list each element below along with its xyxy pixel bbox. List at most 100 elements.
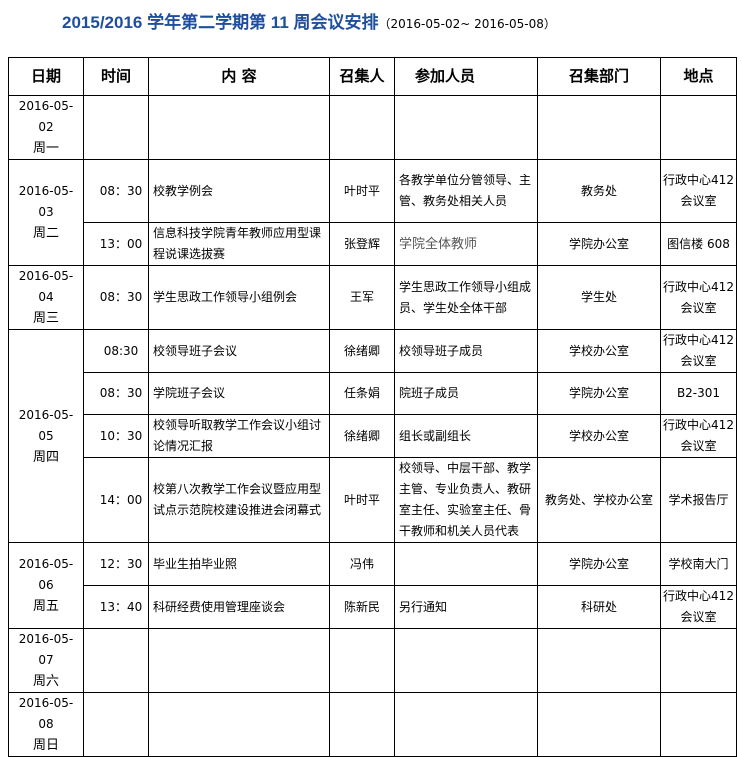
convener-cell	[329, 628, 395, 693]
header-location: 地点	[660, 57, 737, 96]
convener-cell: 冯伟	[329, 542, 395, 586]
content-cell	[148, 692, 330, 757]
weekday-text: 周六	[32, 674, 59, 689]
time-cell: 08:30	[83, 329, 149, 373]
content-cell: 信息科技学院青年教师应用型课程说课选拔赛	[148, 222, 330, 266]
content-cell: 毕业生拍毕业照	[148, 542, 330, 586]
content-cell: 校教学例会	[148, 159, 330, 223]
date-text: 2016-05-04	[18, 269, 74, 304]
location-cell	[660, 628, 737, 693]
title-date-range: （2016-05-02~ 2016-05-08）	[378, 17, 556, 31]
table-row: 14：00 校第八次教学工作会议暨应用型试点示范院校建设推进会闭幕式 叶时平 校领导、…	[9, 457, 737, 543]
time-cell: 13：00	[83, 222, 149, 266]
table-row: 08：30 学院班子会议 任条娟 院班子成员 学院办公室 B2-301	[9, 372, 737, 415]
department-cell: 学校办公室	[537, 329, 661, 373]
department-cell: 学院办公室	[537, 222, 661, 266]
location-cell: 行政中心412 会议室	[660, 329, 737, 373]
time-cell	[83, 95, 149, 160]
date-text: 2016-05-02	[18, 99, 74, 134]
location-cell: 行政中心412 会议室	[660, 265, 737, 330]
location-cell	[660, 692, 737, 757]
attendees-cell	[394, 95, 538, 160]
content-cell: 学生思政工作领导小组例会	[148, 265, 330, 330]
department-cell: 教务处	[537, 159, 661, 223]
table-row: 13：40 科研经费使用管理座谈会 陈新民 另行通知 科研处 行政中心412 会议室	[9, 585, 737, 629]
time-cell: 08：30	[83, 265, 149, 330]
date-cell: 2016-05-02 周一	[8, 95, 84, 160]
convener-cell: 叶时平	[329, 457, 395, 543]
location-cell: 行政中心412 会议室	[660, 159, 737, 223]
date-text: 2016-05-06	[18, 557, 74, 592]
date-cell: 2016-05-08 周日	[8, 692, 84, 757]
department-cell	[537, 692, 661, 757]
attendees-cell: 校领导班子成员	[394, 329, 538, 373]
attendees-cell	[394, 692, 538, 757]
attendees-cell	[394, 542, 538, 586]
header-date: 日期	[8, 57, 84, 96]
location-cell: 图信楼 608	[660, 222, 737, 266]
convener-cell	[329, 692, 395, 757]
title-main: 2015/2016 学年第二学期第 11 周会议安排	[62, 13, 379, 32]
convener-cell: 徐绪卿	[329, 329, 395, 373]
department-cell: 学院办公室	[537, 542, 661, 586]
date-text: 2016-05-05	[18, 407, 74, 443]
location-cell: 行政中心412 会议室	[660, 414, 737, 458]
location-cell: B2-301	[660, 372, 737, 415]
time-cell: 12：30	[83, 542, 149, 586]
department-cell: 学校办公室	[537, 414, 661, 458]
attendees-cell: 另行通知	[394, 585, 538, 629]
time-cell: 08：30	[83, 372, 149, 415]
table-row: 10：30 校领导听取教学工作会议小组讨论情况汇报 徐绪卿 组长或副组长 学校办公室 行政…	[9, 414, 737, 458]
time-cell: 13：40	[83, 585, 149, 629]
header-attendees: 参加人员	[394, 57, 538, 96]
department-cell	[537, 95, 661, 160]
content-cell: 校领导班子会议	[148, 329, 330, 373]
content-cell: 学院班子会议	[148, 372, 330, 415]
meeting-schedule-table: 日期 时间 内 容 召集人 参加人员 召集部门 地点 2016-05-02 周一 2…	[8, 57, 737, 757]
table-row: 2016-05-02 周一	[8, 95, 737, 160]
date-cell: 2016-05-07 周六	[8, 628, 84, 693]
table-row: 2016-05-07 周六	[8, 628, 737, 693]
time-cell: 08：30	[83, 159, 149, 223]
attendees-cell: 院班子成员	[394, 372, 538, 415]
content-cell	[148, 628, 330, 693]
location-cell: 学校南大门	[660, 542, 737, 586]
convener-cell: 张登辉	[329, 222, 395, 266]
content-cell: 校第八次教学工作会议暨应用型试点示范院校建设推进会闭幕式	[148, 457, 330, 543]
weekday-text: 周二	[32, 226, 59, 241]
table-row: 2016-05-05 周四 08:30 校领导班子会议 徐绪卿 校领导班子成员 学校办公室行…	[8, 329, 737, 543]
time-cell	[83, 692, 149, 757]
time-cell: 14：00	[83, 457, 149, 543]
convener-cell: 叶时平	[329, 159, 395, 223]
convener-cell	[329, 95, 395, 160]
date-cell: 2016-05-05 周四	[8, 329, 84, 543]
location-cell	[660, 95, 737, 160]
header-content: 内 容	[148, 57, 330, 96]
department-cell: 科研处	[537, 585, 661, 629]
attendees-cell	[394, 628, 538, 693]
weekday-text: 周三	[32, 311, 59, 326]
header-convener: 召集人	[329, 57, 395, 96]
header-row: 日期 时间 内 容 召集人 参加人员 召集部门 地点	[8, 57, 737, 96]
location-cell: 行政中心412 会议室	[660, 585, 737, 629]
header-department: 召集部门	[537, 57, 661, 96]
header-time: 时间	[83, 57, 149, 96]
attendees-cell: 各教学单位分管领导、主管、教务处相关人员	[394, 159, 538, 223]
time-cell	[83, 628, 149, 693]
date-text: 2016-05-07	[18, 632, 74, 667]
date-cell: 2016-05-06 周五	[8, 542, 84, 629]
attendees-cell: 校领导、中层干部、教学主管、专业负责人、教研室主任、实验室主任、骨干教师和机关人…	[394, 457, 538, 543]
convener-cell: 徐绪卿	[329, 414, 395, 458]
content-cell: 科研经费使用管理座谈会	[148, 585, 330, 629]
date-cell: 2016-05-04 周三	[8, 265, 84, 330]
time-cell: 10：30	[83, 414, 149, 458]
weekday-text: 周五	[32, 599, 59, 614]
department-cell: 学生处	[537, 265, 661, 330]
content-cell	[148, 95, 330, 160]
location-cell: 学术报告厅	[660, 457, 737, 543]
department-cell	[537, 628, 661, 693]
date-cell: 2016-05-03 周二	[8, 159, 84, 266]
department-cell: 教务处、学校办公室	[537, 457, 661, 543]
department-cell: 学院办公室	[537, 372, 661, 415]
attendees-cell: 组长或副组长	[394, 414, 538, 458]
